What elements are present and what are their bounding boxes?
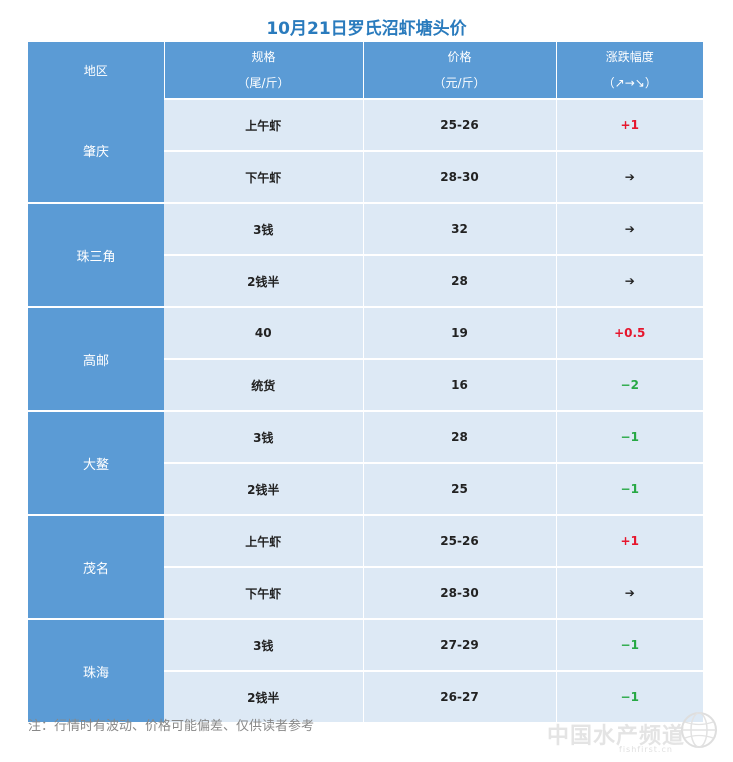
price-cell: 28 [363,255,557,308]
price-cell: 16 [363,359,557,412]
table-row: 统货 16 −2 [28,359,703,412]
change-cell: −2 [556,359,703,412]
region-cell: 珠海 [28,619,164,724]
spec-cell: 下午虾 [164,151,364,204]
change-cell: ➔ [556,202,703,256]
header-region: 地区 [28,42,165,99]
price-cell: 26-27 [363,671,557,724]
price-cell: 19 [363,306,557,360]
header-price-unit: （元/斤） [433,76,486,90]
price-cell: 25-26 [363,98,557,152]
region-cell: 大鳌 [28,411,164,516]
spec-cell: 统货 [164,359,364,412]
spec-cell: 上午虾 [164,514,364,568]
table-row: 茂名 上午虾 25-26 +1 [28,514,703,620]
spec-cell: 3钱 [164,618,364,672]
spec-cell: 2钱半 [164,255,364,308]
price-cell: 28 [363,410,557,464]
header-change-legend: （↗→↘） [602,76,657,90]
header-price-label: 价格 [447,50,472,64]
change-cell: −1 [556,618,703,672]
globe-icon [681,712,717,748]
watermark: 中国水产频道 fishfirst.cn [543,708,719,756]
price-cell: 32 [363,202,557,256]
header-price: 价格 （元/斤） [363,42,557,99]
header-spec-label: 规格 [251,50,276,64]
header-region-label: 地区 [83,63,108,78]
change-cell: ➔ [556,567,703,620]
region-cell: 珠三角 [28,203,164,308]
spec-cell: 40 [164,306,364,360]
change-cell: −1 [556,671,703,724]
spec-cell: 3钱 [164,202,364,256]
table-row: 2钱半 28 ➔ [28,255,703,308]
price-cell: 28-30 [363,151,557,204]
region-cell: 肇庆 [28,99,164,204]
table-row: 下午虾 28-30 ➔ [28,567,703,620]
spec-cell: 下午虾 [164,567,364,620]
table-row: 2钱半 25 −1 [28,463,703,516]
change-cell: +1 [556,514,703,568]
spec-cell: 2钱半 [164,671,364,724]
header-spec-unit: （尾/斤） [237,76,290,90]
header-change: 涨跌幅度 （↗→↘） [556,42,703,99]
table-row: 珠海 3钱 27-29 −1 [28,618,703,724]
table-body: 肇庆 上午虾 25-26 +1 下午虾 28-30 ➔ 珠三角 3钱 32 ➔ 2钱半 28 ➔ 高邮 40 1… [28,98,703,724]
table-row: 下午虾 28-30 ➔ [28,151,703,204]
table-row: 大鳌 3钱 28 −1 [28,410,703,516]
change-cell: +1 [556,98,703,152]
page-title: 10月21日罗氏沼虾塘头价 [266,19,467,39]
region-cell: 高邮 [28,307,164,412]
region-cell: 茂名 [28,515,164,620]
spec-cell: 上午虾 [164,98,364,152]
price-cell: 25-26 [363,514,557,568]
table-header-row: 地区 规格 （尾/斤） 价格 （元/斤） 涨跌幅度 （↗→↘） [28,42,703,99]
table-row: 肇庆 上午虾 25-26 +1 [28,98,703,204]
watermark-subtext: fishfirst.cn [619,745,673,754]
table-row: 珠三角 3钱 32 ➔ [28,202,703,308]
spec-cell: 2钱半 [164,463,364,516]
change-cell: −1 [556,463,703,516]
header-change-label: 涨跌幅度 [605,50,654,64]
disclaimer-note: 注：行情时有波动、价格可能偏差、仅供读者参考 [28,719,315,734]
table-row: 2钱半 26-27 −1 [28,671,703,724]
price-cell: 25 [363,463,557,516]
price-cell: 27-29 [363,618,557,672]
watermark-text: 中国水产频道 [547,724,686,749]
change-cell: −1 [556,410,703,464]
table-row: 高邮 40 19 +0.5 [28,306,703,412]
change-cell: ➔ [556,151,703,204]
price-table: 地区 规格 （尾/斤） 价格 （元/斤） 涨跌幅度 （↗→↘） 肇庆 上午虾 25-… [28,42,703,724]
price-cell: 28-30 [363,567,557,620]
header-spec: 规格 （尾/斤） [164,42,364,99]
change-cell: ➔ [556,255,703,308]
spec-cell: 3钱 [164,410,364,464]
change-cell: +0.5 [556,306,703,360]
